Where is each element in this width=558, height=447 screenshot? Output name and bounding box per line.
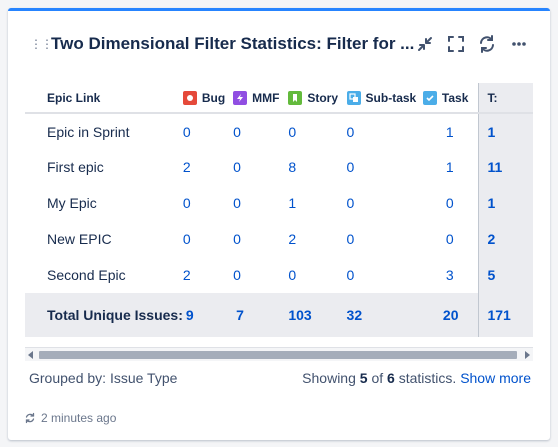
total-cell-link[interactable]: 9: [182, 293, 234, 337]
cell-link[interactable]: 0: [346, 195, 355, 211]
column-header-mmf[interactable]: MMF: [233, 83, 289, 114]
refresh-icon[interactable]: [474, 31, 500, 57]
statistics-table-container[interactable]: Epic Link Bug MMF: [25, 83, 533, 347]
table-row: Second Epic 2 0 0 0 3 5: [25, 257, 533, 293]
epic-name: New EPIC: [47, 231, 112, 247]
cell-link[interactable]: 0: [288, 267, 297, 283]
scroll-left-icon[interactable]: [28, 351, 33, 359]
gadget-header: ⋮⋮ Two Dimensional Filter Statistics: Fi…: [8, 11, 550, 77]
cell-link[interactable]: 2: [288, 231, 297, 247]
cell-link[interactable]: 0: [233, 195, 241, 211]
statistics-table: Epic Link Bug MMF: [25, 83, 533, 337]
epic-link-header[interactable]: Epic Link: [25, 83, 183, 114]
epic-name: Second Epic: [47, 267, 126, 283]
cell-link[interactable]: 1: [288, 195, 297, 211]
story-icon: [288, 90, 303, 105]
column-header-total[interactable]: T:: [478, 83, 533, 114]
mmf-icon: [233, 90, 248, 105]
column-header-subtask[interactable]: Sub-task: [346, 83, 423, 114]
more-icon[interactable]: [506, 31, 532, 57]
drag-handle-icon[interactable]: ⋮⋮: [30, 37, 53, 51]
cell-link[interactable]: 0: [445, 195, 454, 211]
table-row: Epic in Sprint 0 0 0 0 1 1: [25, 113, 533, 149]
cell-link[interactable]: 2: [182, 267, 191, 283]
cell-link[interactable]: 0: [233, 159, 241, 175]
subtask-icon: [346, 90, 361, 105]
cell-link[interactable]: 0: [233, 267, 241, 283]
cell-link[interactable]: 1: [445, 159, 454, 175]
minimize-icon[interactable]: [412, 31, 438, 57]
totals-label: Total Unique Issues:: [25, 293, 183, 337]
cell-link[interactable]: 1: [445, 123, 454, 140]
column-header-task[interactable]: Task: [422, 83, 479, 114]
grand-total-link[interactable]: 171: [478, 293, 533, 337]
cell-link[interactable]: 0: [346, 231, 355, 247]
cell-link[interactable]: 0: [288, 123, 297, 140]
showing-count: 5: [359, 370, 368, 386]
table-row: First epic 2 0 8 0 1 11: [25, 149, 533, 185]
table-row: My Epic 0 0 1 0 0 1: [25, 185, 533, 221]
horizontal-scrollbar[interactable]: [25, 347, 533, 361]
row-total-link[interactable]: 2: [478, 221, 533, 257]
cell-link[interactable]: 0: [346, 159, 355, 175]
showing-summary: Showing 5 of 6 statistics. Show more: [302, 370, 531, 386]
gadget-title: Two Dimensional Filter Statistics: Filte…: [51, 34, 415, 53]
cell-link[interactable]: 0: [233, 231, 241, 247]
cell-link[interactable]: 3: [445, 267, 454, 283]
task-icon: [422, 90, 437, 105]
epic-name: Epic in Sprint: [47, 123, 130, 140]
cell-link[interactable]: 0: [346, 267, 355, 283]
fullscreen-icon[interactable]: [443, 31, 469, 57]
total-cell-link[interactable]: 103: [288, 293, 347, 337]
table-header-row: Epic Link Bug MMF: [25, 83, 533, 114]
total-cell-link[interactable]: 20: [422, 293, 479, 337]
show-more-link[interactable]: Show more: [460, 370, 531, 386]
cell-link[interactable]: 0: [346, 123, 355, 140]
refresh-small-icon: [25, 412, 35, 424]
cell-link[interactable]: 0: [182, 123, 191, 140]
cell-link[interactable]: 8: [288, 159, 297, 175]
row-total-link[interactable]: 1: [478, 113, 533, 149]
row-total-link[interactable]: 11: [478, 149, 533, 185]
gadget: ⋮⋮ Two Dimensional Filter Statistics: Fi…: [8, 8, 550, 440]
total-cell-link[interactable]: 32: [346, 293, 423, 337]
cell-link[interactable]: 0: [182, 195, 191, 211]
row-total-link[interactable]: 1: [478, 185, 533, 221]
table-row: New EPIC 0 0 2 0 0 2: [25, 221, 533, 257]
cell-link[interactable]: 0: [182, 231, 191, 247]
column-header-bug[interactable]: Bug: [182, 83, 234, 114]
epic-name: First epic: [47, 159, 104, 175]
row-total-link[interactable]: 5: [478, 257, 533, 293]
last-updated: 2 minutes ago: [24, 411, 116, 425]
column-header-story[interactable]: Story: [288, 83, 347, 114]
scrollbar-thumb[interactable]: [39, 351, 517, 359]
totals-row: Total Unique Issues: 9 7 103 32 20 171: [25, 293, 533, 337]
grouped-by-label: Grouped by: Issue Type: [29, 370, 178, 386]
epic-name: My Epic: [47, 195, 97, 211]
bug-icon: [182, 90, 197, 105]
showing-total: 6: [387, 370, 395, 386]
total-cell-link[interactable]: 7: [233, 293, 289, 337]
cell-link[interactable]: 0: [233, 123, 241, 140]
scroll-right-icon[interactable]: [525, 351, 530, 359]
cell-link[interactable]: 2: [182, 159, 191, 175]
cell-link[interactable]: 0: [445, 231, 454, 247]
